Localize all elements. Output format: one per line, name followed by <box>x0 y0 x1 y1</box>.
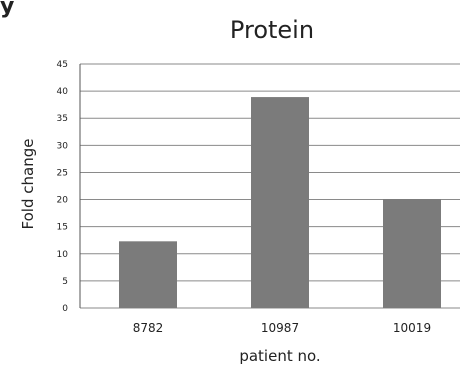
x-tick-label: 10019 <box>393 321 431 335</box>
x-tick-label: 8782 <box>133 321 164 335</box>
y-tick-label: 10 <box>57 250 69 260</box>
y-tick-label: 20 <box>57 196 69 206</box>
bar <box>119 241 177 308</box>
y-tick-label: 25 <box>57 168 68 178</box>
panel-letter: y <box>0 0 15 19</box>
y-tick-labels: 0 5 10 15 20 25 30 35 40 45 <box>57 60 69 314</box>
y-tick-label: 40 <box>57 87 69 97</box>
y-tick-label: 30 <box>57 141 69 151</box>
bar <box>383 199 441 308</box>
y-tick-label: 45 <box>57 60 68 70</box>
y-tick-label: 15 <box>57 223 68 233</box>
chart-title: Protein <box>230 16 314 44</box>
x-axis-label: patient no. <box>239 347 320 365</box>
x-tick-label: 10987 <box>261 321 299 335</box>
y-tick-label: 35 <box>57 114 68 124</box>
bars <box>119 97 441 308</box>
bar <box>251 97 309 308</box>
y-tick-label: 0 <box>62 304 68 314</box>
y-axis-label: Fold change <box>19 139 37 230</box>
x-tick-labels: 8782 10987 10019 <box>133 321 431 335</box>
y-tick-label: 5 <box>62 277 68 287</box>
